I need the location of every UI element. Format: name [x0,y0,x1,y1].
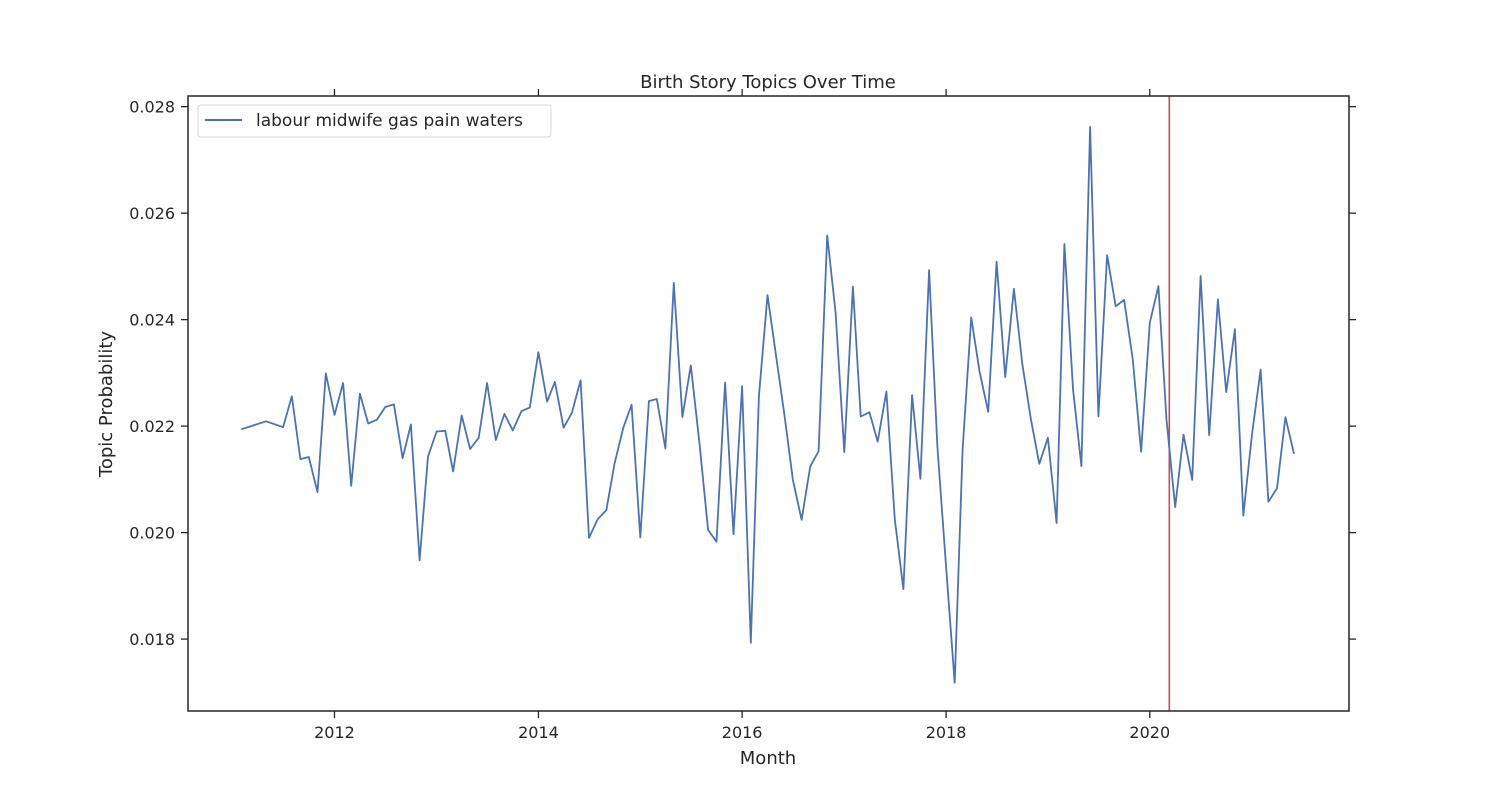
ticks-group: 2012 2014 2016 2018 2020 0.018 0.020 0.022 0.024… [129,89,1356,742]
y-tick-label: 0.020 [129,524,175,543]
series-group [241,126,1295,684]
y-tick-label: 0.018 [129,630,175,649]
legend-box [197,104,552,138]
x-axis-label: Month [740,748,796,769]
x-tick-label: 2016 [722,723,763,742]
y-axis-label: Topic Probability [96,331,117,478]
plot-frame [187,95,1350,712]
y-tick-label: 0.024 [129,311,175,330]
y-tick-label: 0.028 [129,98,175,117]
legend-label: labour midwife gas pain waters [256,111,523,131]
x-tick-label: 2014 [518,723,559,742]
y-tick-label: 0.022 [129,417,175,436]
x-tick-label: 2018 [926,723,967,742]
series-line [241,126,1295,684]
y-tick-label: 0.026 [129,204,175,223]
legend: labour midwife gas pain waters [197,104,552,138]
chart-title: Birth Story Topics Over Time [640,72,896,93]
x-tick-label: 2012 [314,723,355,742]
x-tick-label: 2020 [1129,723,1170,742]
